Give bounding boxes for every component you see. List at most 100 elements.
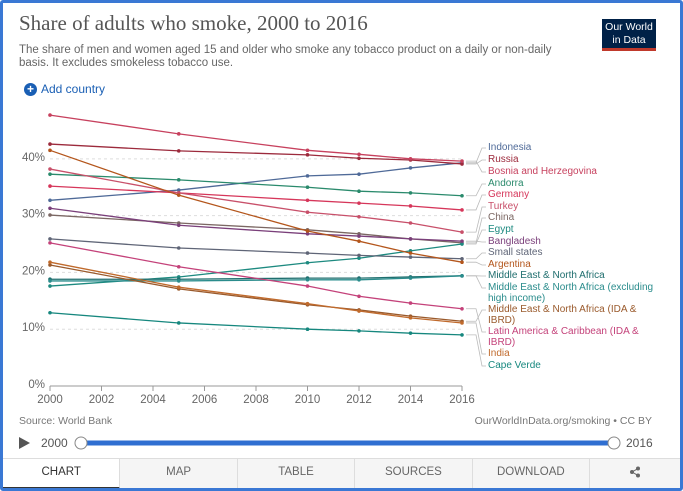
- series-label[interactable]: Small states: [488, 247, 543, 258]
- data-point: [48, 263, 52, 267]
- label-connector: [466, 160, 486, 173]
- data-point: [460, 260, 464, 264]
- series-label[interactable]: Middle East & North Africa (IDA & IBRD): [488, 304, 637, 326]
- data-point: [176, 285, 181, 289]
- series-label[interactable]: Middle East & North Africa: [488, 270, 605, 281]
- timeline-end: 2016: [626, 436, 653, 450]
- series-label[interactable]: Russia: [488, 154, 519, 165]
- data-point: [408, 316, 413, 320]
- series-line: [49, 173, 463, 197]
- data-point: [460, 306, 464, 311]
- series-line: [49, 261, 463, 324]
- y-tick-label: 30%: [22, 209, 45, 221]
- series-label[interactable]: Bosnia and Herzegovina: [488, 166, 597, 177]
- title: Share of adults who smoke, 2000 to 2016: [19, 11, 368, 35]
- timeline-handle[interactable]: [607, 436, 621, 450]
- series-label[interactable]: Bangladesh: [488, 236, 541, 247]
- logo[interactable]: Our World in Data: [602, 19, 656, 51]
- data-point: [48, 142, 52, 146]
- series-line: [50, 275, 463, 280]
- data-point: [460, 193, 464, 198]
- data-point: [48, 172, 52, 176]
- label-connector: [466, 147, 486, 164]
- data-point: [48, 279, 52, 283]
- series-line: [49, 114, 463, 162]
- timeline-handle[interactable]: [74, 436, 88, 450]
- data-point: [408, 204, 413, 208]
- x-tick-label: 2012: [346, 394, 372, 406]
- series-line: [49, 264, 463, 322]
- x-tick-label: 2006: [192, 394, 218, 406]
- data-point: [48, 167, 52, 171]
- series-label[interactable]: Turkey: [488, 201, 519, 212]
- tab-bar: CHART MAP TABLE SOURCES DOWNLOAD: [3, 458, 680, 488]
- data-point: [176, 188, 181, 192]
- data-point: [176, 132, 181, 136]
- data-point: [48, 113, 52, 117]
- label-connector: [466, 183, 486, 197]
- x-tick-label: 2016: [449, 394, 475, 406]
- data-point: [48, 148, 52, 153]
- data-point: [357, 201, 361, 205]
- data-point: [408, 221, 413, 225]
- tab[interactable]: CHART: [3, 459, 121, 488]
- y-tick-label: 0%: [28, 379, 45, 391]
- label-connector: [466, 229, 486, 245]
- share-button[interactable]: [590, 459, 680, 488]
- x-tick-label: 2004: [140, 394, 166, 406]
- add-country[interactable]: + Add country: [24, 82, 105, 96]
- series-label[interactable]: Middle East & North Africa (excluding hi…: [488, 282, 654, 304]
- data-point: [305, 174, 310, 178]
- tab[interactable]: MAP: [120, 459, 238, 488]
- data-point: [305, 185, 310, 190]
- data-point: [460, 208, 464, 212]
- series-label[interactable]: China: [488, 212, 515, 223]
- data-point: [176, 149, 181, 153]
- source: Source: World Bank: [19, 415, 113, 427]
- series-label[interactable]: Germany: [488, 189, 530, 200]
- tab[interactable]: DOWNLOAD: [473, 459, 591, 488]
- tab[interactable]: SOURCES: [355, 459, 473, 488]
- x-tick-label: 2010: [295, 394, 321, 406]
- data-point: [48, 260, 52, 264]
- data-point: [357, 156, 361, 161]
- data-point: [305, 284, 310, 288]
- series-label[interactable]: Cape Verde: [488, 360, 541, 371]
- data-point: [48, 241, 52, 245]
- data-point: [408, 157, 413, 161]
- series-label[interactable]: Egypt: [488, 224, 514, 235]
- data-point: [408, 191, 413, 195]
- tab[interactable]: TABLE: [238, 459, 356, 488]
- data-point: [460, 162, 464, 166]
- chart: 0% 10% 20% 30% 40% 2000 2002 2004 2006 2008 2010 20…: [22, 113, 486, 406]
- data-point: [48, 284, 52, 288]
- label-connector: [466, 206, 486, 233]
- y-tick-label: 20%: [22, 265, 45, 277]
- share-icon: [630, 466, 641, 478]
- data-point: [460, 239, 464, 243]
- label-connector: [466, 309, 486, 322]
- data-point: [48, 206, 52, 211]
- license[interactable]: OurWorldInData.org/smoking • CC BY: [474, 415, 652, 427]
- data-point: [305, 260, 310, 265]
- series-label[interactable]: Andorra: [488, 178, 524, 189]
- timeline-start: 2000: [41, 436, 68, 450]
- data-point: [408, 331, 413, 335]
- data-point: [176, 178, 181, 182]
- series-label[interactable]: India: [488, 348, 510, 359]
- label-connector: [466, 217, 486, 244]
- add-country-label: Add country: [41, 82, 106, 96]
- series-line: [49, 242, 463, 310]
- play-button[interactable]: [19, 437, 30, 449]
- y-tick-label: 10%: [22, 322, 45, 334]
- data-point: [305, 301, 310, 306]
- series-line: [49, 207, 463, 242]
- series-label[interactable]: Indonesia: [488, 142, 532, 153]
- data-point: [357, 277, 361, 282]
- data-point: [305, 277, 310, 282]
- data-point: [408, 301, 413, 305]
- series-label[interactable]: Argentina: [488, 259, 531, 270]
- series-line: [49, 185, 463, 211]
- series-label[interactable]: Latin America & Caribbean (IDA & IBRD): [488, 326, 639, 348]
